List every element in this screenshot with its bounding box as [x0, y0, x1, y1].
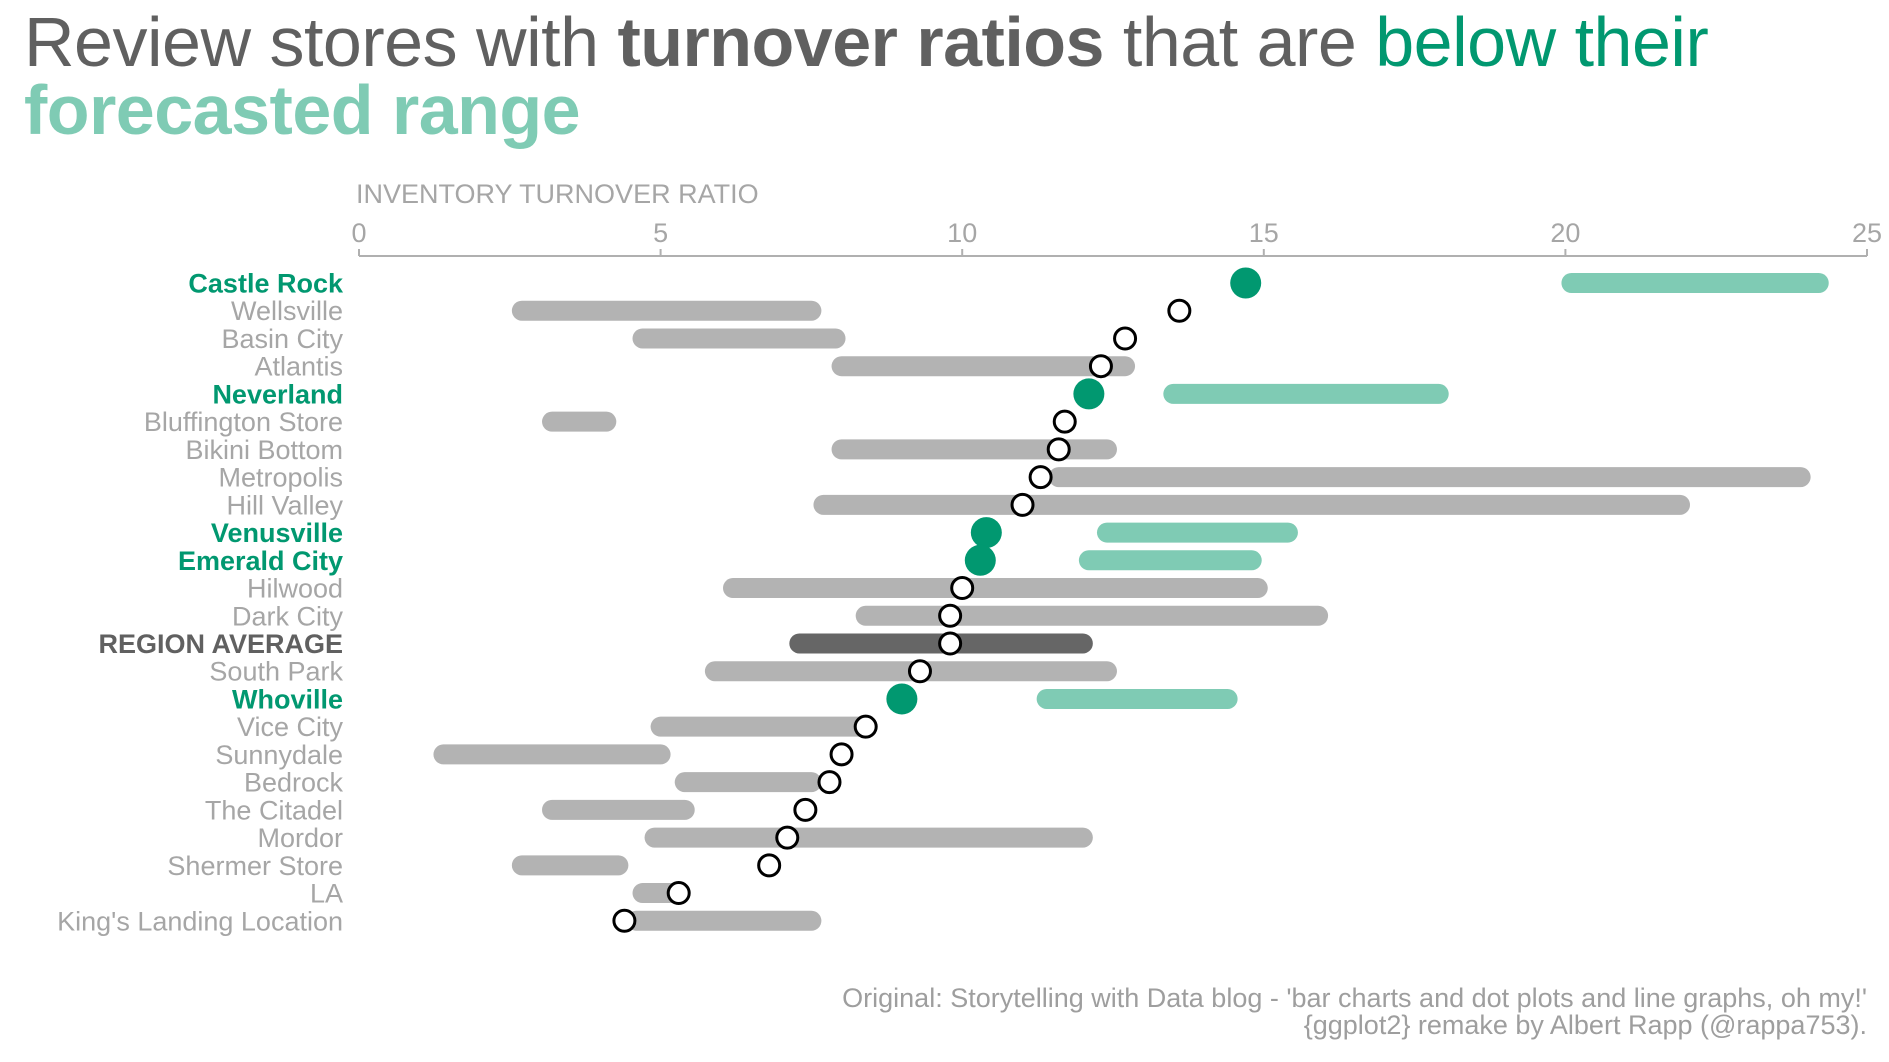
store-label: The Citadel: [205, 795, 343, 825]
store-label: Emerald City: [178, 546, 343, 576]
actual-value-dot: [938, 631, 963, 656]
actual-value-dot: [829, 742, 854, 767]
x-axis-title: INVENTORY TURNOVER RATIO: [356, 179, 759, 209]
store-label: Hill Valley: [226, 490, 343, 520]
store-label: Hilwood: [247, 574, 343, 604]
store-label: Bedrock: [244, 768, 344, 798]
store-label: King's Landing Location: [57, 906, 343, 936]
store-label: Wellsville: [231, 296, 343, 326]
actual-value-dot: [886, 683, 918, 715]
title-part-5: forecasted range: [24, 71, 581, 149]
actual-value-dot: [1073, 378, 1105, 410]
store-label: Mordor: [257, 823, 343, 853]
actual-value-dot: [970, 517, 1002, 549]
x-tick-label: 20: [1550, 218, 1580, 248]
store-label: Metropolis: [218, 463, 343, 493]
store-label: Neverland: [212, 379, 343, 409]
title-part-3: that are: [1103, 3, 1376, 81]
store-label: Basin City: [221, 324, 343, 354]
store-label: Sunnydale: [215, 740, 343, 770]
store-label: Bluffington Store: [144, 407, 343, 437]
forecast-ranges: [433, 273, 1829, 931]
actual-value-dot: [793, 797, 818, 822]
actual-value-dot: [1230, 267, 1262, 299]
x-axis: 0 5 10 15 20 25 INVENTORY TURNOVER RATIO: [351, 179, 1882, 257]
title-part-2: turnover ratios: [617, 3, 1104, 81]
chart-title: Review stores with turnover ratios that …: [24, 7, 1709, 145]
actual-value-dot: [775, 825, 800, 850]
actual-value-dot: [1113, 326, 1138, 351]
actual-value-dot: [1052, 409, 1077, 434]
store-label: Shermer Store: [167, 851, 343, 881]
store-label: Bikini Bottom: [185, 435, 343, 465]
store-label: LA: [310, 879, 343, 909]
store-label: Dark City: [232, 601, 344, 631]
actual-values: [612, 267, 1262, 933]
actual-value-dot: [1028, 465, 1053, 490]
caption-line-1: Original: Storytelling with Data blog - …: [842, 983, 1867, 1013]
x-tick-label: 25: [1852, 218, 1882, 248]
actual-value-dot: [1088, 354, 1113, 379]
store-label: Venusville: [211, 518, 343, 548]
title-part-1: Review stores with: [24, 3, 618, 81]
actual-value-dot: [1046, 437, 1071, 462]
actual-value-dot: [612, 908, 637, 933]
actual-value-dot: [907, 659, 932, 684]
title-part-4: below their: [1375, 3, 1709, 81]
actual-value-dot: [1010, 492, 1035, 517]
store-label: Castle Rock: [188, 269, 344, 299]
store-label: Atlantis: [254, 352, 343, 382]
actual-value-dot: [757, 853, 782, 878]
actual-value-dot: [950, 576, 975, 601]
store-label: REGION AVERAGE: [98, 629, 343, 659]
x-tick-label: 15: [1249, 218, 1279, 248]
actual-value-dot: [853, 714, 878, 739]
actual-value-dot: [817, 770, 842, 795]
actual-value-dot: [964, 544, 996, 576]
store-label: Whoville: [232, 684, 343, 714]
x-tick-label: 0: [351, 218, 366, 248]
actual-value-dot: [666, 881, 691, 906]
actual-value-dot: [938, 603, 963, 628]
x-tick-label: 10: [947, 218, 977, 248]
actual-value-dot: [1167, 298, 1192, 323]
store-label: South Park: [209, 657, 343, 687]
store-label: Vice City: [237, 712, 344, 742]
x-tick-label: 5: [653, 218, 668, 248]
caption-line-2: {ggplot2} remake by Albert Rapp (@rappa7…: [1303, 1010, 1867, 1040]
source-caption: Original: Storytelling with Data blog - …: [842, 985, 1867, 1039]
